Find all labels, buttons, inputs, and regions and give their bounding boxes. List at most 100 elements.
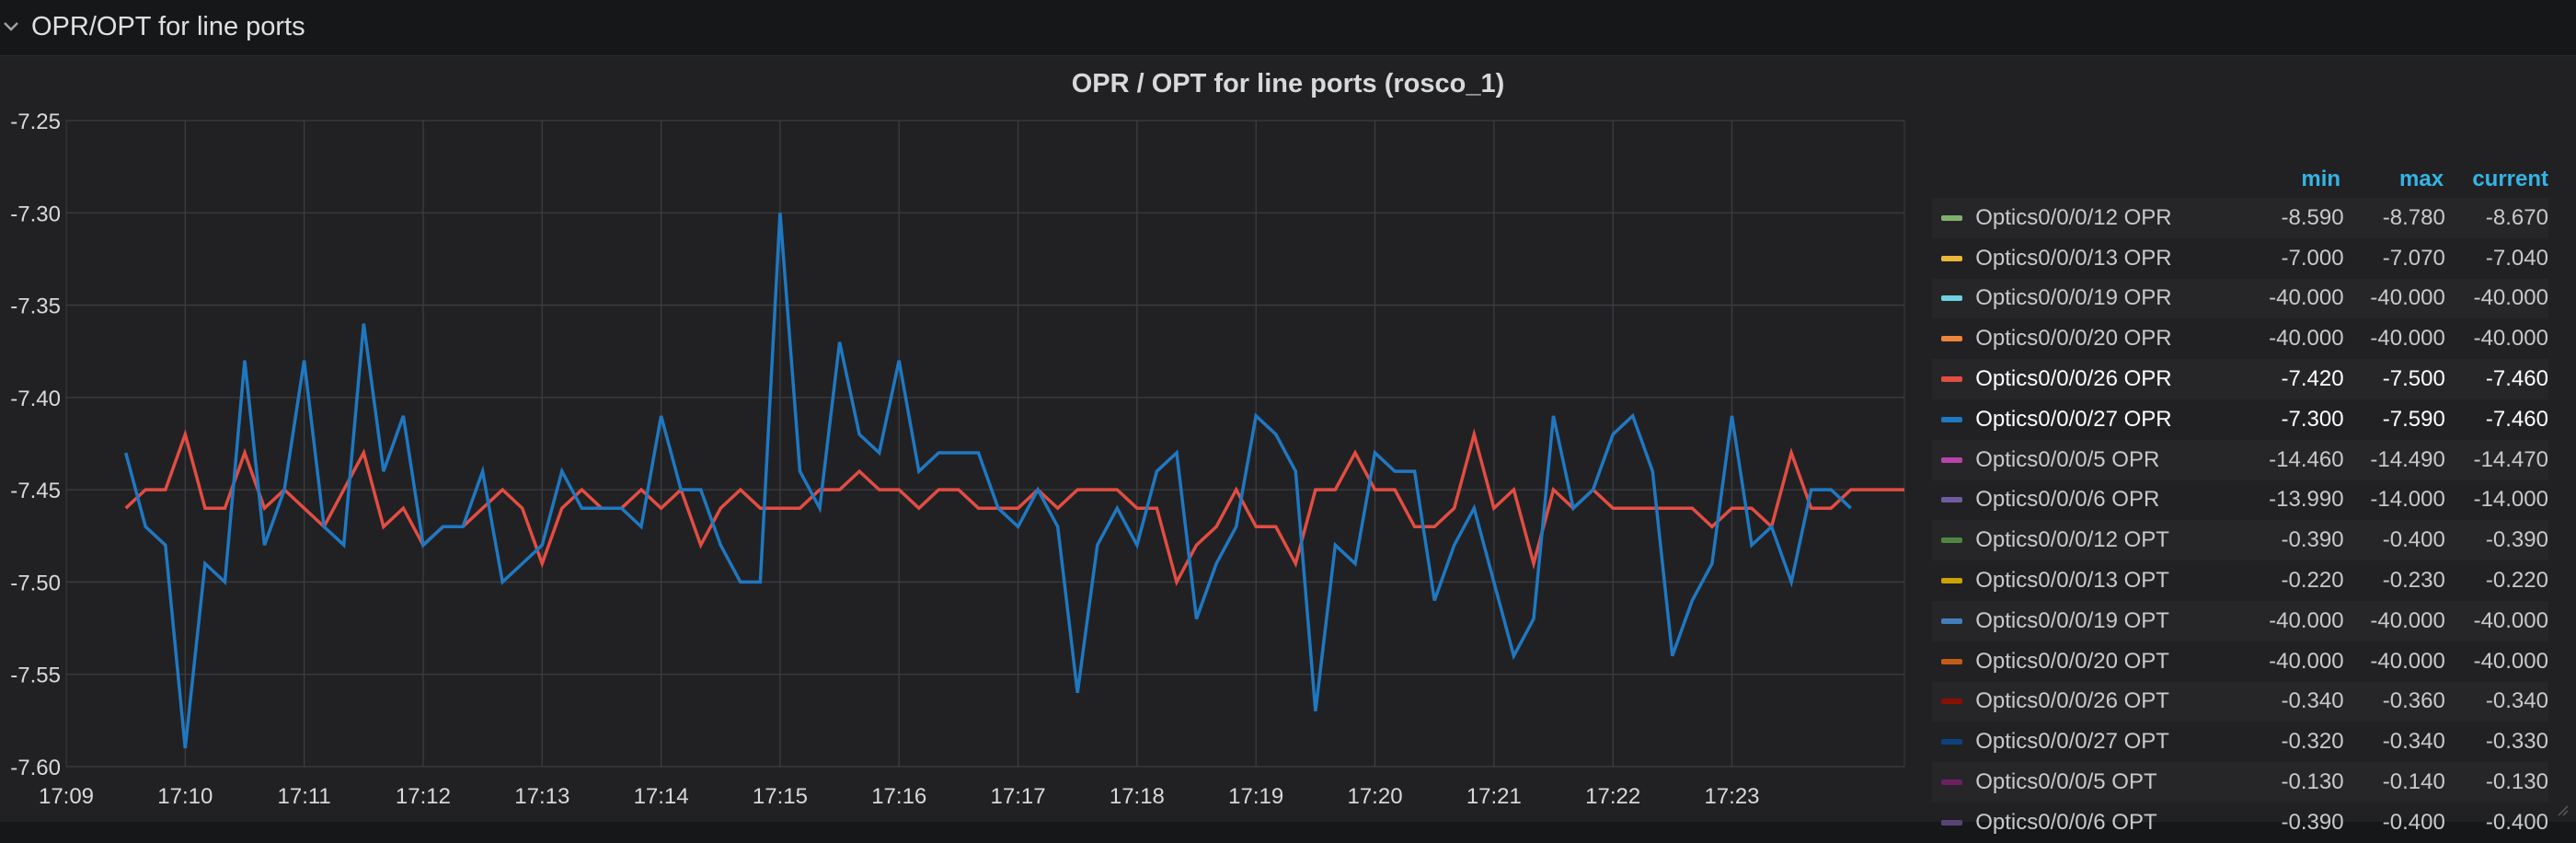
legend-item[interactable]: Optics0/0/0/12 OPT -0.390 -0.400 -0.390 <box>1932 520 2548 561</box>
legend-item-min: -0.340 <box>2281 688 2344 714</box>
chevron-down-icon[interactable] <box>0 16 22 38</box>
legend-item[interactable]: Optics0/0/0/26 OPT -0.340 -0.360 -0.340 <box>1932 681 2548 722</box>
series-line[interactable] <box>124 213 1852 749</box>
y-tick-label: -7.40 <box>10 387 61 411</box>
series-color-swatch-icon[interactable] <box>1941 456 1963 463</box>
legend-item[interactable]: Optics0/0/0/5 OPR -14.460 -14.490 -14.470 <box>1932 439 2548 480</box>
legend-item[interactable]: Optics0/0/0/5 OPT -0.130 -0.140 -0.130 <box>1932 762 2548 803</box>
series-color-swatch-icon[interactable] <box>1941 497 1963 503</box>
legend-header-min[interactable]: min <box>2301 167 2341 191</box>
legend-item-min: -13.990 <box>2269 487 2344 513</box>
legend-item-current: -7.460 <box>2485 366 2548 392</box>
legend-item-current: -14.470 <box>2473 446 2548 472</box>
legend-rows: Optics0/0/0/12 OPR -8.590 -8.780 -8.670 Opti… <box>1932 198 2548 843</box>
legend-item-current: -0.330 <box>2485 729 2548 755</box>
legend-item-min: -7.420 <box>2281 366 2344 392</box>
y-tick-label: -7.45 <box>10 479 61 503</box>
legend-item[interactable]: Optics0/0/0/6 OPR -13.990 -14.000 -14.000 <box>1932 480 2548 521</box>
legend-item-name[interactable]: Optics0/0/0/5 OPT <box>1975 769 2157 795</box>
legend-item-name[interactable]: Optics0/0/0/13 OPT <box>1975 568 2169 594</box>
legend-item[interactable]: Optics0/0/0/20 OPT -40.000 -40.000 -40.000 <box>1932 641 2548 682</box>
legend-item-name[interactable]: Optics0/0/0/19 OPR <box>1975 285 2172 311</box>
x-tick-label: 17:13 <box>514 784 569 809</box>
series-color-swatch-icon[interactable] <box>1941 699 1963 705</box>
x-tick-label: 17:11 <box>278 784 331 809</box>
x-tick-label: 17:17 <box>991 784 1046 809</box>
graph-panel: OPR / OPT for line ports (rosco_1) -7.25… <box>0 55 2576 835</box>
legend-item-name[interactable]: Optics0/0/0/6 OPR <box>1975 487 2160 513</box>
legend-item-current: -0.390 <box>2485 527 2548 553</box>
legend-item[interactable]: Optics0/0/0/19 OPR -40.000 -40.000 -40.000 <box>1932 278 2548 319</box>
series-color-swatch-icon[interactable] <box>1941 618 1963 624</box>
legend-item-min: -0.390 <box>2281 527 2344 553</box>
legend-item-max: -40.000 <box>2370 607 2445 633</box>
legend-item-max: -8.780 <box>2382 204 2445 230</box>
legend-item-current: -8.670 <box>2485 204 2548 230</box>
legend-item-current: -0.220 <box>2485 568 2548 594</box>
legend-item-min: -40.000 <box>2269 648 2344 674</box>
legend-item[interactable]: Optics0/0/0/19 OPT -40.000 -40.000 -40.000 <box>1932 600 2548 641</box>
legend-item-min: -0.130 <box>2281 769 2344 795</box>
legend-header-current[interactable]: current <box>2472 167 2548 191</box>
x-tick-label: 17:12 <box>396 784 451 809</box>
legend-item-name[interactable]: Optics0/0/0/13 OPR <box>1975 245 2172 271</box>
legend-item-max: -7.590 <box>2382 406 2445 432</box>
series-color-swatch-icon[interactable] <box>1941 295 1963 302</box>
x-tick-label: 17:19 <box>1228 784 1283 809</box>
y-tick-label: -7.55 <box>10 664 61 688</box>
legend-item[interactable]: Optics0/0/0/13 OPR -7.000 -7.070 -7.040 <box>1932 238 2548 279</box>
legend-item-max: -7.500 <box>2382 366 2445 392</box>
legend-item-name[interactable]: Optics0/0/0/27 OPT <box>1975 729 2169 755</box>
legend-item[interactable]: Optics0/0/0/13 OPT -0.220 -0.230 -0.220 <box>1932 560 2548 601</box>
series-color-swatch-icon[interactable] <box>1941 416 1963 422</box>
series-line[interactable] <box>124 428 1904 587</box>
panel-resize-handle[interactable] <box>2556 803 2569 816</box>
legend-item-name[interactable]: Optics0/0/0/26 OPT <box>1975 688 2169 714</box>
legend-item[interactable]: Optics0/0/0/27 OPR -7.300 -7.590 -7.460 <box>1932 399 2548 440</box>
series-color-swatch-icon[interactable] <box>1941 255 1963 261</box>
y-tick-label: -7.60 <box>10 756 61 780</box>
legend-item-name[interactable]: Optics0/0/0/19 OPT <box>1975 607 2169 633</box>
legend-item-name[interactable]: Optics0/0/0/20 OPT <box>1975 648 2169 674</box>
x-tick-label: 17:15 <box>753 784 808 809</box>
series-color-swatch-icon[interactable] <box>1941 537 1963 544</box>
legend-item-name[interactable]: Optics0/0/0/12 OPT <box>1975 527 2169 553</box>
legend-item-current: -0.340 <box>2485 688 2548 714</box>
legend-item-current: -0.400 <box>2485 809 2548 835</box>
panel-title[interactable]: OPR / OPT for line ports (rosco_1) <box>1071 69 1505 98</box>
legend-item[interactable]: Optics0/0/0/26 OPR -7.420 -7.500 -7.460 <box>1932 359 2548 399</box>
series-color-swatch-icon[interactable] <box>1941 578 1963 584</box>
plot-area[interactable] <box>65 120 1905 768</box>
series-color-swatch-icon[interactable] <box>1941 336 1963 342</box>
legend-item-current: -40.000 <box>2473 607 2548 633</box>
legend-item-name[interactable]: Optics0/0/0/27 OPR <box>1975 406 2172 432</box>
x-tick-label: 17:18 <box>1110 784 1165 809</box>
series-color-swatch-icon[interactable] <box>1941 779 1963 786</box>
legend-item[interactable]: Optics0/0/0/12 OPR -8.590 -8.780 -8.670 <box>1932 198 2548 238</box>
legend-header-max[interactable]: max <box>2399 167 2444 191</box>
series-color-swatch-icon[interactable] <box>1941 658 1963 664</box>
legend-item-max: -0.400 <box>2382 809 2445 835</box>
series-color-swatch-icon[interactable] <box>1941 739 1963 745</box>
x-tick-label: 17:09 <box>39 784 94 809</box>
legend-item[interactable]: Optics0/0/0/6 OPT -0.390 -0.400 -0.400 <box>1932 803 2548 843</box>
line-chart[interactable]: -7.25 -7.30 -7.35 -7.40 -7.45 -7.50 -7.55 -7.60… <box>0 56 1914 822</box>
legend-item-min: -40.000 <box>2269 326 2344 352</box>
x-tick-label: 17:20 <box>1347 784 1402 809</box>
legend-item-min: -40.000 <box>2269 607 2344 633</box>
legend-item-current: -40.000 <box>2473 648 2548 674</box>
x-tick-label: 17:16 <box>871 784 926 809</box>
legend-item-name[interactable]: Optics0/0/0/12 OPR <box>1975 204 2172 230</box>
legend-item[interactable]: Optics0/0/0/20 OPR -40.000 -40.000 -40.000 <box>1932 318 2548 359</box>
legend-item-name[interactable]: Optics0/0/0/26 OPR <box>1975 366 2172 392</box>
legend-item-name[interactable]: Optics0/0/0/5 OPR <box>1975 446 2160 472</box>
legend-item-name[interactable]: Optics0/0/0/6 OPT <box>1975 809 2157 835</box>
legend-item[interactable]: Optics0/0/0/27 OPT -0.320 -0.340 -0.330 <box>1932 722 2548 762</box>
legend-item-current: -40.000 <box>2473 285 2548 311</box>
series-color-swatch-icon[interactable] <box>1941 214 1963 221</box>
legend-item-min: -8.590 <box>2281 204 2344 230</box>
row-header[interactable]: OPR/OPT for line ports <box>0 0 2576 53</box>
series-color-swatch-icon[interactable] <box>1941 376 1963 383</box>
legend-item-min: -0.220 <box>2281 568 2344 594</box>
legend-item-name[interactable]: Optics0/0/0/20 OPR <box>1975 326 2172 352</box>
